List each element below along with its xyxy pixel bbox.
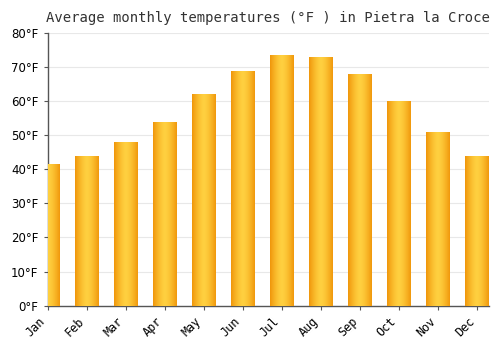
Title: Average monthly temperatures (°F ) in Pietra la Croce: Average monthly temperatures (°F ) in Pi… [46, 11, 490, 25]
